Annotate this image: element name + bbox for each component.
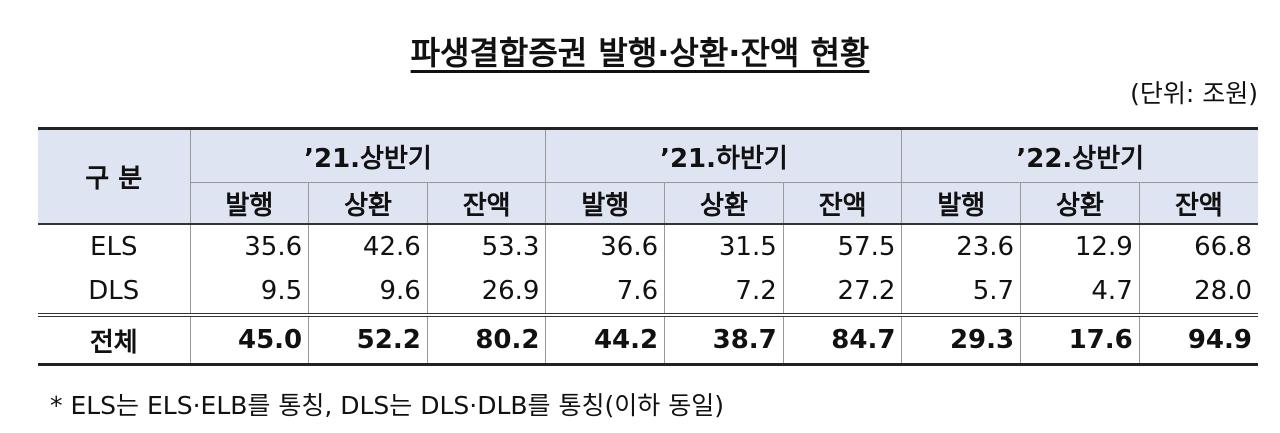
cell: 28.0 <box>1138 269 1258 315</box>
cell: 7.6 <box>545 269 666 315</box>
cell: 57.5 <box>782 224 903 269</box>
cell: 12.9 <box>1020 224 1140 269</box>
cell: 44.2 <box>545 313 666 366</box>
cell: 35.6 <box>189 224 310 269</box>
unit-label: (단위: 조원) <box>1130 79 1258 108</box>
row-label: ELS <box>38 224 191 269</box>
cell: 94.9 <box>1138 313 1258 366</box>
table-row: ELS 35.6 42.6 53.3 36.6 31.5 57.5 23.6 12.9 66.8 <box>38 224 1258 269</box>
period-header: ’21.하반기 <box>545 127 903 183</box>
column-header: 잔액 <box>1138 182 1258 224</box>
table-row: 전체 45.0 52.2 80.2 44.2 38.7 84.7 29.3 17.6 94.9 <box>38 313 1258 366</box>
period-header: ’21.상반기 <box>189 127 547 183</box>
cell: 7.2 <box>664 269 784 315</box>
corner-header: 구 분 <box>38 127 191 224</box>
cell: 36.6 <box>545 224 666 269</box>
cell: 66.8 <box>1138 224 1258 269</box>
cell: 38.7 <box>664 313 784 366</box>
table-body: ELS 35.6 42.6 53.3 36.6 31.5 57.5 23.6 12.9 66.8 D… <box>38 224 1258 366</box>
cell: 26.9 <box>426 269 547 315</box>
cell: 23.6 <box>901 224 1022 269</box>
cell: 29.3 <box>901 313 1022 366</box>
cell: 17.6 <box>1020 313 1140 366</box>
column-header: 발행 <box>901 182 1022 224</box>
cell: 80.2 <box>426 313 547 366</box>
cell: 31.5 <box>664 224 784 269</box>
period-header: ’22.상반기 <box>901 127 1258 183</box>
cell: 9.5 <box>189 269 310 315</box>
column-header: 잔액 <box>426 182 547 224</box>
column-header: 상환 <box>664 182 784 224</box>
column-header: 상환 <box>1020 182 1140 224</box>
cell: 4.7 <box>1020 269 1140 315</box>
column-header: 상환 <box>308 182 428 224</box>
cell: 52.2 <box>308 313 428 366</box>
table-header: 구 분 ’21.상반기 ’21.하반기 ’22.상반기 발행 상환 잔액 발행 상환 잔액 발행 상… <box>38 127 1258 224</box>
cell: 42.6 <box>308 224 428 269</box>
title: 파생결합증권 발행·상환·잔액 현황 <box>410 34 870 72</box>
data-table: 구 분 ’21.상반기 ’21.하반기 ’22.상반기 발행 상환 잔액 발행 상환 잔액 발행 상… <box>38 127 1258 366</box>
cell: 5.7 <box>901 269 1022 315</box>
cell: 27.2 <box>782 269 903 315</box>
column-header: 발행 <box>189 182 310 224</box>
cell: 45.0 <box>189 313 310 366</box>
column-header: 발행 <box>545 182 666 224</box>
cell: 53.3 <box>426 224 547 269</box>
cell: 84.7 <box>782 313 903 366</box>
footnote: * ELS는 ELS·ELB를 통칭, DLS는 DLS·DLB를 통칭(이하 … <box>50 391 724 420</box>
column-header: 잔액 <box>782 182 903 224</box>
cell: 9.6 <box>308 269 428 315</box>
table-row: DLS 9.5 9.6 26.9 7.6 7.2 27.2 5.7 4.7 28.0 <box>38 269 1258 315</box>
row-label: DLS <box>38 269 191 315</box>
row-label: 전체 <box>38 313 191 366</box>
